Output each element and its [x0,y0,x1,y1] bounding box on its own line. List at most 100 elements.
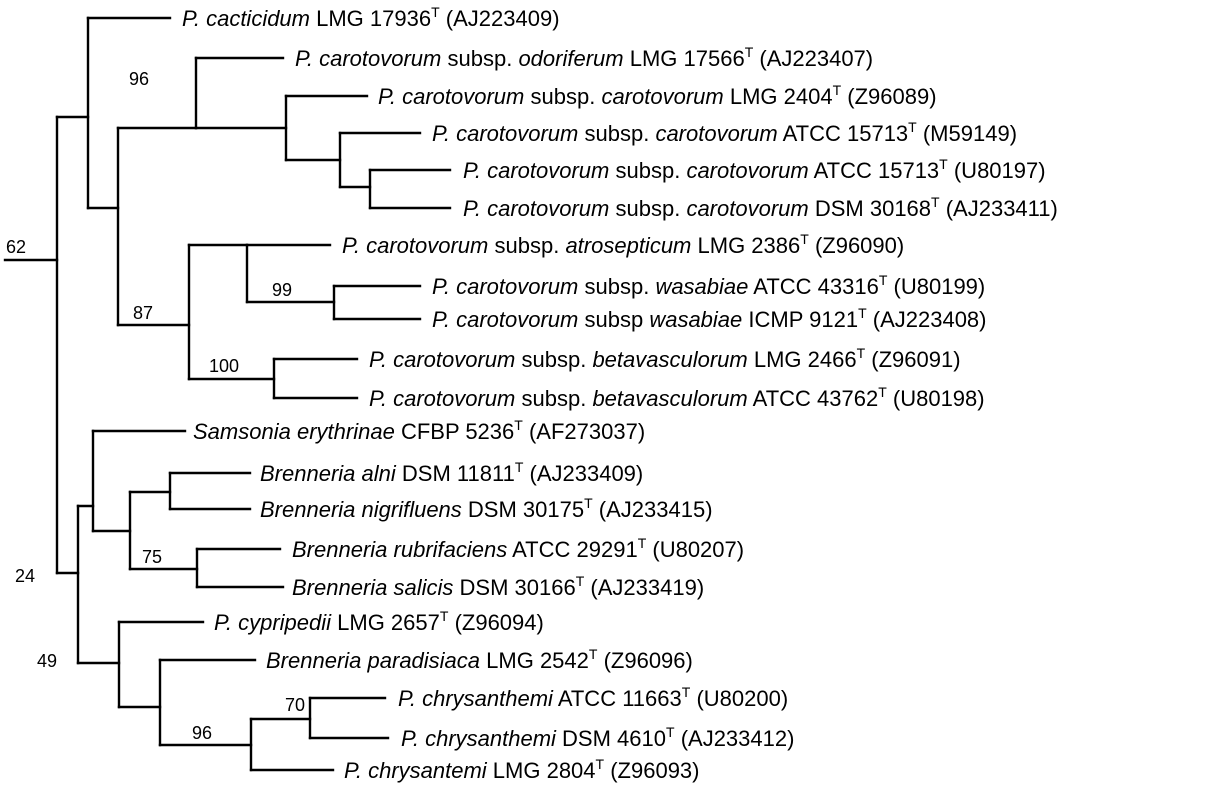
type-strain-mark: T [879,272,888,288]
support-value: 70 [285,695,305,715]
type-strain-mark: T [515,459,524,475]
type-strain-mark: T [576,573,585,589]
taxon-label: P. chrysanthemi DSM 4610T (AJ233412) [401,724,794,751]
taxon-accession: (Z96096) [604,648,693,673]
taxon-accession: (Z96091) [871,347,960,372]
taxon-accession: (AJ233412) [681,726,795,751]
taxon-label: P. carotovorum subsp wasabiae ICMP 9121T… [432,305,987,332]
taxon-labels: P. cacticidum LMG 17936T (AJ223409)P. ca… [182,4,1058,783]
taxon-accession: (AF273037) [529,419,645,444]
taxon-accession: (AJ233415) [599,497,713,522]
support-values: 96 87 99 100 62 75 24 49 70 96 [6,69,305,743]
taxon-label: P. carotovorum subsp. betavasculorum LMG… [369,345,961,372]
taxon-subspecies: carotovorum [601,84,723,109]
type-strain-mark: T [858,305,867,321]
taxon-genus: P. [463,196,481,221]
taxon-accession: (Z96093) [610,758,699,783]
taxon-subspecies: carotovorum [655,121,777,146]
taxon-accession: (Z96094) [455,610,544,635]
taxon-strain: LMG 2657 [337,610,440,635]
taxon-rank: subsp. [615,196,680,221]
taxon-rank: subsp. [447,46,512,71]
taxon-strain: LMG 17936 [316,6,431,31]
taxon-subspecies: carotovorum [686,196,808,221]
taxon-genus: P. [401,726,419,751]
taxon-label: Brenneria nigrifluens DSM 30175T (AJ2334… [260,495,713,522]
taxon-species: cacticidum [206,6,310,31]
type-strain-mark: T [931,194,940,210]
taxon-label: Brenneria rubrifaciens ATCC 29291T (U802… [292,535,744,562]
taxon-genus: P. [432,307,450,332]
support-value: 62 [6,237,26,257]
type-strain-mark: T [857,345,866,361]
type-strain-mark: T [514,417,523,433]
type-strain-mark: T [745,44,754,60]
type-strain-mark: T [431,4,440,20]
taxon-label: P. carotovorum subsp. carotovorum DSM 30… [463,194,1058,221]
taxon-species: carotovorum [487,196,609,221]
taxon-species: carotovorum [393,386,515,411]
taxon-genus: P. [182,6,200,31]
type-strain-mark: T [666,724,675,740]
type-strain-mark: T [800,231,809,247]
taxon-strain: ATCC 43762 [753,386,879,411]
taxon-species: paradisiaca [367,648,481,673]
taxon-label: P. carotovorum subsp. carotovorum LMG 24… [378,82,937,109]
taxon-subspecies: betavasculorum [592,386,747,411]
taxon-strain: DSM 11811 [402,461,515,486]
taxon-accession: (U80200) [696,686,788,711]
taxon-rank: subsp. [584,121,649,146]
taxon-accession: (Z96090) [815,233,904,258]
type-strain-mark: T [878,384,887,400]
taxon-rank: subsp. [521,386,586,411]
taxon-genus: P. [463,158,481,183]
taxon-subspecies: wasabiae [655,274,748,299]
taxon-species: erythrinae [297,419,395,444]
taxon-species: cypripedii [238,610,332,635]
taxon-genus: P. [342,233,360,258]
taxon-strain: ATCC 15713 [814,158,940,183]
taxon-genus: Brenneria [292,575,387,600]
taxon-species: carotovorum [393,347,515,372]
taxon-genus: P. [369,386,387,411]
taxon-label: P. cacticidum LMG 17936T (AJ223409) [182,4,560,31]
taxon-accession: (AJ223409) [446,6,560,31]
taxon-label: P. carotovorum subsp. wasabiae ATCC 4331… [432,272,985,299]
support-value: 49 [37,651,57,671]
taxon-rank: subsp. [584,274,649,299]
type-strain-mark: T [908,119,917,135]
taxon-species: carotovorum [456,274,578,299]
taxon-label: P. cypripedii LMG 2657T (Z96094) [214,608,544,635]
type-strain-mark: T [682,684,691,700]
taxon-accession: (Z96089) [847,84,936,109]
taxon-strain: LMG 2466 [754,347,857,372]
taxon-genus: P. [344,758,362,783]
taxon-strain: LMG 2404 [730,84,833,109]
taxon-genus: P. [432,274,450,299]
taxon-strain: LMG 2804 [493,758,596,783]
taxon-subspecies: odoriferum [518,46,623,71]
type-strain-mark: T [440,608,449,624]
taxon-accession: (AJ233419) [590,575,704,600]
taxon-label: P. carotovorum subsp. atrosepticum LMG 2… [342,231,904,258]
taxon-accession: (U80198) [893,386,985,411]
taxon-label: Samsonia erythrinae CFBP 5236T (AF273037… [193,417,645,444]
taxon-genus: P. [214,610,232,635]
taxon-rank: subsp. [494,233,559,258]
type-strain-mark: T [589,646,598,662]
taxon-genus: Samsonia [193,419,291,444]
taxon-label: Brenneria alni DSM 11811T (AJ233409) [260,459,643,486]
taxon-label: P. carotovorum subsp. carotovorum ATCC 1… [463,156,1046,183]
taxon-genus: P. [369,347,387,372]
type-strain-mark: T [833,82,842,98]
taxon-genus: P. [378,84,396,109]
taxon-label: P. carotovorum subsp. betavasculorum ATC… [369,384,985,411]
taxon-genus: P. [295,46,313,71]
taxon-species: alni [362,461,397,486]
type-strain-mark: T [584,495,593,511]
taxon-label: P. chrysanthemi ATCC 11663T (U80200) [398,684,788,711]
tree-branches [3,16,452,772]
taxon-label: P. carotovorum subsp. odoriferum LMG 175… [295,44,873,71]
taxon-genus: Brenneria [260,461,355,486]
